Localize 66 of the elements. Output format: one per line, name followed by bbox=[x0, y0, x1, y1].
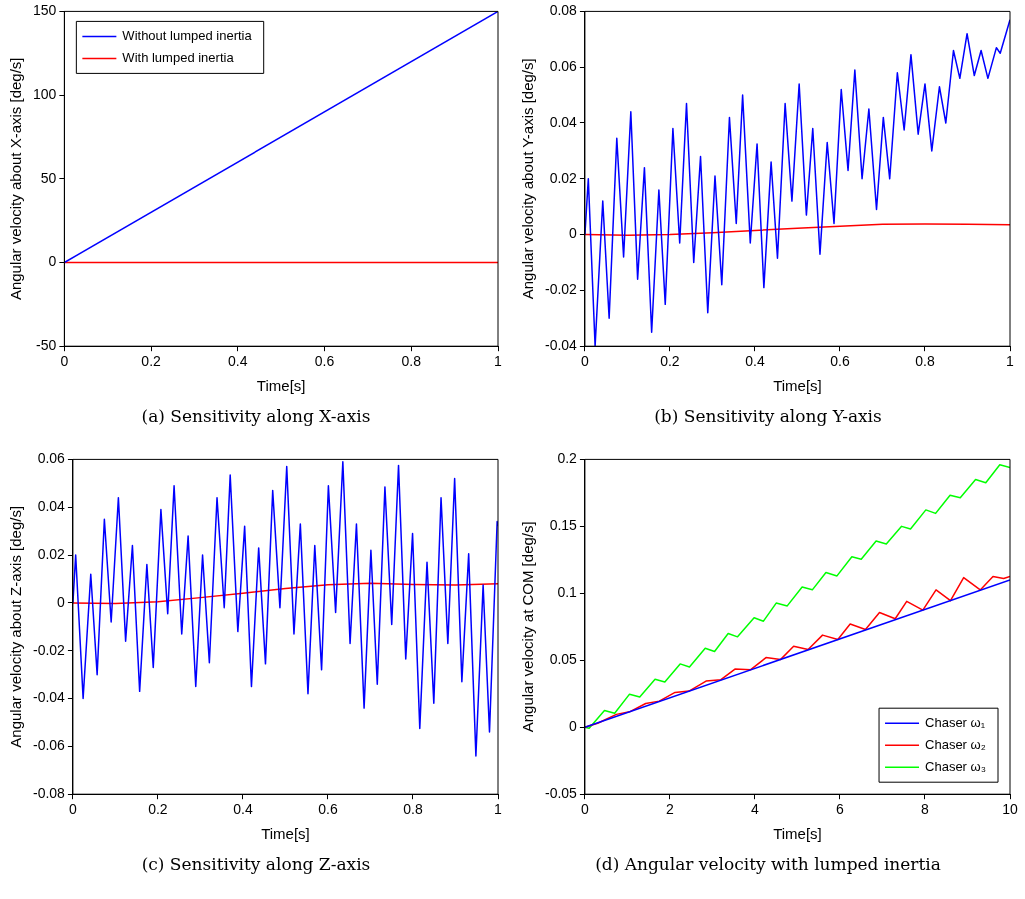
y-tick-label: -0.08 bbox=[32, 785, 66, 802]
y-tick-label: 0 bbox=[48, 253, 57, 270]
x-tick-label: 4 bbox=[751, 801, 760, 818]
x-axis-title: Time[s] bbox=[261, 825, 310, 843]
x-tick-label: 0.6 bbox=[314, 353, 335, 370]
y-tick-label: 150 bbox=[33, 2, 57, 19]
legend-label: Without lumped inertia bbox=[122, 27, 253, 43]
x-tick-label: 1 bbox=[494, 353, 503, 370]
x-tick-label: 0.8 bbox=[401, 353, 422, 370]
y-tick-label: -50 bbox=[36, 337, 57, 354]
x-tick-label: 0.8 bbox=[403, 801, 423, 818]
x-tick-label: 2 bbox=[666, 801, 675, 818]
x-tick-label: 0.2 bbox=[148, 801, 168, 818]
x-tick-label: 0 bbox=[581, 801, 590, 818]
x-tick-label: 0.6 bbox=[318, 801, 338, 818]
y-axis-title: Angular velocity at COM [deg/s] bbox=[519, 521, 537, 733]
text: (c) Sensitivity along Z-axis bbox=[140, 854, 372, 874]
y-axis-title: Angular velocity about Y-axis [deg/s] bbox=[519, 58, 537, 300]
legend-label: Chaser ω₃ bbox=[925, 758, 987, 774]
y-tick-label: -0.02 bbox=[544, 281, 578, 298]
y-tick-label: -0.04 bbox=[32, 689, 66, 706]
x-tick-label: 0.8 bbox=[915, 353, 935, 370]
y-tick-label: 100 bbox=[33, 85, 57, 102]
y-tick-label: 0.1 bbox=[557, 584, 578, 601]
y-tick-label: 0.2 bbox=[557, 450, 578, 467]
x-tick-label: 0.4 bbox=[228, 353, 248, 370]
y-tick-label: 0 bbox=[569, 718, 578, 735]
y-tick-label: -0.06 bbox=[32, 737, 66, 754]
x-tick-label: 0.6 bbox=[830, 353, 850, 370]
y-tick-label: -0.05 bbox=[544, 785, 578, 802]
y-tick-label: 0 bbox=[569, 225, 578, 242]
x-axis-title: Time[s] bbox=[773, 825, 822, 843]
y-axis-title: Angular velocity about X-axis [deg/s] bbox=[7, 57, 25, 301]
y-tick-label: 0.06 bbox=[549, 58, 578, 75]
y-tick-label: 0.02 bbox=[549, 169, 578, 186]
x-axis-title: Time[s] bbox=[773, 377, 822, 395]
x-tick-label: 0.4 bbox=[233, 801, 253, 818]
y-tick-label: 0.05 bbox=[549, 651, 578, 668]
x-tick-label: 0 bbox=[581, 353, 590, 370]
x-axis-title: Time[s] bbox=[256, 377, 306, 395]
x-tick-label: 0 bbox=[69, 801, 78, 818]
y-tick-label: -0.02 bbox=[32, 641, 66, 658]
x-tick-label: 1 bbox=[494, 801, 503, 818]
x-tick-label: 10 bbox=[1002, 801, 1018, 818]
text: (a) Sensitivity along X-axis bbox=[140, 406, 372, 426]
y-tick-label: 0.06 bbox=[37, 450, 66, 467]
legend-label: With lumped inertia bbox=[122, 49, 235, 65]
y-tick-label: 0.02 bbox=[37, 545, 66, 562]
legend-label: Chaser ω₁ bbox=[925, 714, 986, 730]
text: (d) Angular velocity with lumped inertia bbox=[594, 854, 942, 874]
y-tick-label: 0.15 bbox=[549, 517, 578, 534]
x-tick-label: 0.2 bbox=[141, 353, 162, 370]
x-tick-label: 0.4 bbox=[745, 353, 765, 370]
x-tick-label: 8 bbox=[921, 801, 930, 818]
x-tick-label: 0.2 bbox=[660, 353, 680, 370]
x-tick-label: 1 bbox=[1006, 353, 1015, 370]
y-tick-label: -0.04 bbox=[544, 337, 578, 354]
y-tick-label: 0.04 bbox=[549, 113, 578, 130]
text: (b) Sensitivity along Y-axis bbox=[653, 406, 883, 426]
y-tick-label: 50 bbox=[40, 169, 57, 186]
legend-label: Chaser ω₂ bbox=[925, 736, 986, 752]
y-tick-label: 0 bbox=[57, 593, 66, 610]
y-tick-label: 0.08 bbox=[549, 2, 578, 19]
x-tick-label: 6 bbox=[836, 801, 845, 818]
y-tick-label: 0.04 bbox=[37, 498, 66, 515]
y-axis-title: Angular velocity about Z-axis [deg/s] bbox=[7, 505, 25, 748]
